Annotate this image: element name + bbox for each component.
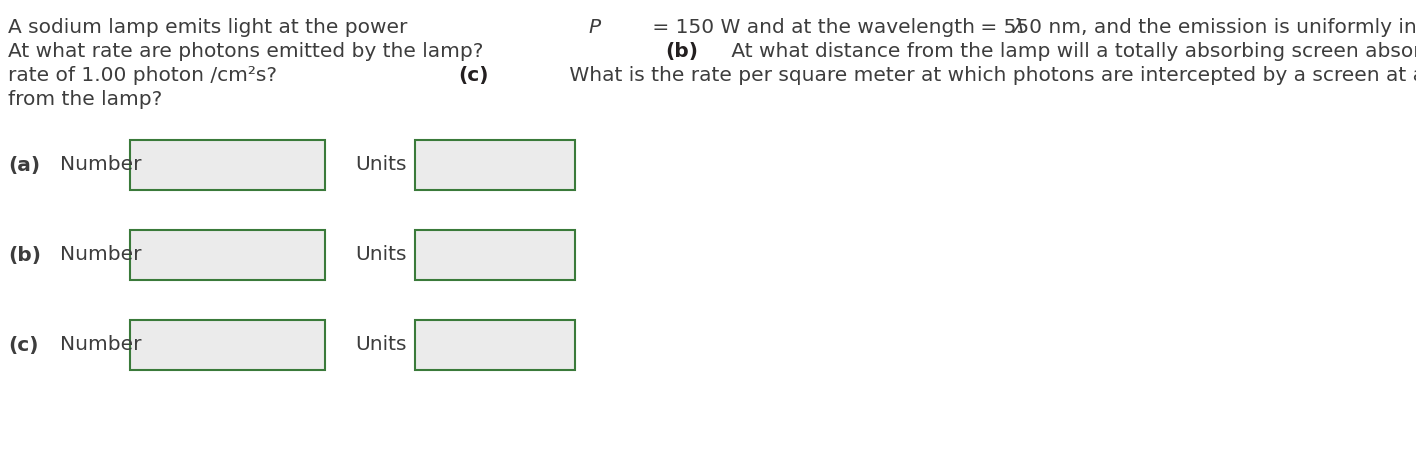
Text: Units: Units <box>355 156 406 174</box>
Text: Number: Number <box>59 246 142 265</box>
Text: from the lamp?: from the lamp? <box>8 90 163 109</box>
FancyBboxPatch shape <box>415 230 575 280</box>
Text: (b): (b) <box>8 246 41 265</box>
Text: P: P <box>589 18 600 37</box>
Text: = 550 nm, and the emission is uniformly in all directions.: = 550 nm, and the emission is uniformly … <box>974 18 1416 37</box>
FancyBboxPatch shape <box>415 140 575 190</box>
Text: (a): (a) <box>8 156 40 174</box>
Text: = 150 W and at the wavelength: = 150 W and at the wavelength <box>646 18 981 37</box>
FancyBboxPatch shape <box>130 230 326 280</box>
Text: At what rate are photons emitted by the lamp?: At what rate are photons emitted by the … <box>8 42 490 61</box>
Text: (c): (c) <box>8 336 38 355</box>
FancyBboxPatch shape <box>130 320 326 370</box>
Text: At what distance from the lamp will a totally absorbing screen absorb photons at: At what distance from the lamp will a to… <box>725 42 1416 61</box>
Text: What is the rate per square meter at which photons are intercepted by a screen a: What is the rate per square meter at whi… <box>564 66 1416 85</box>
FancyBboxPatch shape <box>415 320 575 370</box>
Text: (c): (c) <box>459 66 489 85</box>
Text: Units: Units <box>355 336 406 355</box>
Text: λ: λ <box>1012 18 1025 37</box>
Text: Number: Number <box>59 156 142 174</box>
Text: Number: Number <box>59 336 142 355</box>
Text: rate of 1.00 photon /cm²s?: rate of 1.00 photon /cm²s? <box>8 66 283 85</box>
FancyBboxPatch shape <box>130 140 326 190</box>
Text: (b): (b) <box>666 42 698 61</box>
Text: Units: Units <box>355 246 406 265</box>
Text: A sodium lamp emits light at the power: A sodium lamp emits light at the power <box>8 18 413 37</box>
